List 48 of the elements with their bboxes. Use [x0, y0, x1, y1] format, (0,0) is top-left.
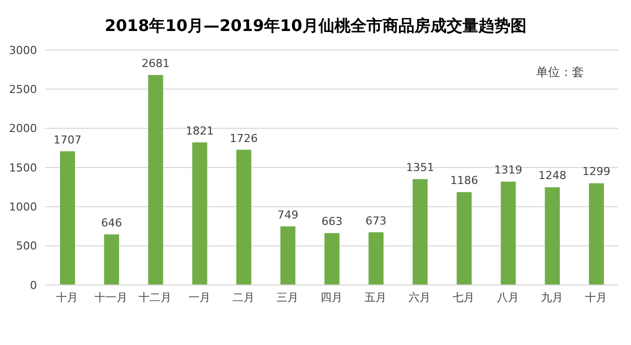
data-label: 673 [366, 214, 387, 228]
bar [192, 142, 208, 285]
bar [324, 233, 340, 285]
bar [412, 179, 428, 285]
data-label: 1351 [406, 161, 434, 174]
y-tick-label: 2000 [9, 122, 37, 136]
data-label: 1319 [494, 164, 522, 177]
data-label: 663 [321, 215, 342, 228]
x-tick-label: 八月 [496, 290, 519, 304]
bar [104, 234, 120, 285]
x-tick-label: 十一月 [94, 290, 128, 304]
data-label: 646 [101, 216, 122, 230]
data-label: 1707 [54, 133, 82, 146]
data-label: 1726 [230, 132, 258, 145]
data-label: 1299 [582, 165, 610, 178]
x-tick-label: 十月 [584, 290, 607, 304]
x-tick-label: 十月 [56, 290, 78, 304]
annotation: 单位：套 [536, 64, 584, 81]
bar [368, 232, 384, 285]
x-tick-label: 二月 [232, 290, 254, 304]
x-tick-label: 五月 [364, 290, 387, 304]
bar [500, 182, 516, 285]
x-tick-label: 一月 [188, 290, 210, 304]
x-tick-label: 四月 [320, 290, 342, 304]
bar [280, 226, 296, 285]
bar [544, 187, 560, 285]
bar [60, 151, 75, 285]
chart-title: 2018年10月—2019年10月仙桃全市商品房成交量趋势图 [104, 16, 528, 37]
y-tick-label: 0 [30, 278, 37, 292]
x-tick-label: 三月 [276, 290, 298, 304]
data-label: 1821 [186, 124, 214, 138]
data-label: 1248 [538, 169, 566, 182]
y-tick-label: 500 [16, 240, 37, 253]
data-label: 749 [277, 208, 298, 222]
y-tick-label: 1000 [9, 200, 37, 214]
y-tick-label: 2500 [9, 83, 37, 96]
bar [148, 74, 164, 285]
bar [456, 192, 472, 285]
y-tick-label: 1500 [9, 161, 37, 174]
bar [236, 150, 252, 285]
bar [588, 183, 604, 285]
x-tick-label: 九月 [540, 290, 563, 304]
data-label: 2681 [142, 56, 170, 70]
x-tick-label: 六月 [408, 290, 431, 304]
x-tick-label: 七月 [452, 290, 475, 304]
x-tick-label: 十二月 [138, 290, 172, 304]
data-label: 1186 [450, 174, 478, 188]
y-tick-label: 3000 [9, 44, 37, 57]
